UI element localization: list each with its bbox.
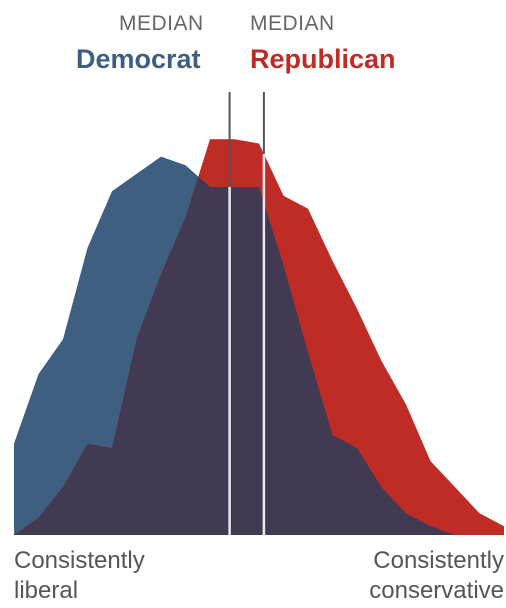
republican-median-caption: MEDIAN: [250, 12, 335, 35]
axis-right-end-label: Consistently conservative: [369, 546, 504, 606]
axis-right-line1: Consistently: [373, 547, 504, 574]
axis-left-end-label: Consistently liberal: [14, 546, 145, 606]
axis-left-line1: Consistently: [14, 547, 145, 574]
democrat-label: Democrat: [76, 44, 201, 74]
democrat-median-caption: MEDIAN: [119, 12, 204, 35]
republican-label: Republican: [250, 44, 396, 74]
axis-right-line2: conservative: [369, 577, 504, 604]
axis-left-line2: liberal: [14, 577, 79, 604]
